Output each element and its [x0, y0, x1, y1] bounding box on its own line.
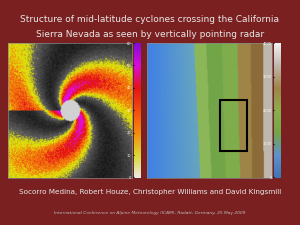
Text: Socorro Medina, Robert Houze, Christopher Williams and David Kingsmill: Socorro Medina, Robert Houze, Christophe…: [19, 189, 281, 195]
Text: Sierra Nevada as seen by vertically pointing radar: Sierra Nevada as seen by vertically poin…: [36, 30, 264, 39]
Text: Structure of mid-latitude cyclones crossing the California: Structure of mid-latitude cyclones cross…: [20, 15, 280, 24]
Text: International Conference on Alpine Meteorology (ICAM), Radatt, Germany, 25 May 2: International Conference on Alpine Meteo…: [54, 211, 246, 215]
Bar: [220, 100, 247, 151]
